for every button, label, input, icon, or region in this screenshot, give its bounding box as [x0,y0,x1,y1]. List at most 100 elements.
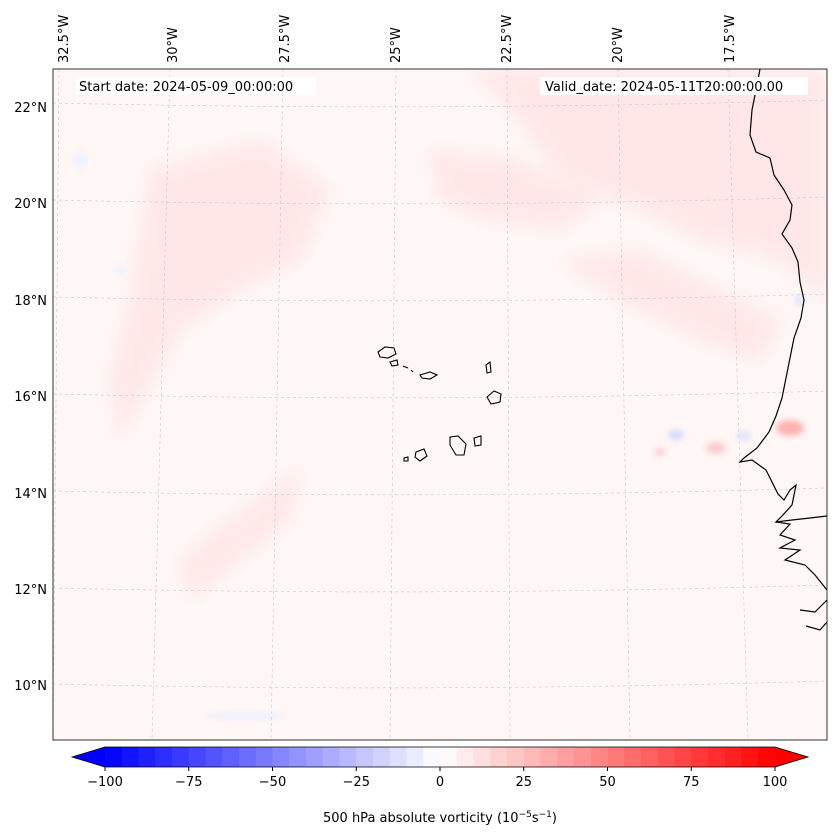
parallel-18n [53,293,827,302]
colorbar-cell [322,747,340,767]
parallel-20n [53,196,827,205]
colorbar-cell [121,747,139,767]
colorbar-cell [691,747,709,767]
colorbar-label-exponent-2: −1 [539,810,552,820]
vorticity-field [74,69,827,720]
colorbar-tick-label: 25 [515,775,532,790]
colorbar-ticks: −100 −75 −50 −25 0 25 50 75 100 [87,767,787,790]
colorbar-cell [624,747,642,767]
colorbar-tick-label: −25 [343,775,370,790]
colorbar-label-prefix: 500 hPa absolute vorticity (10 [323,811,519,826]
colorbar-cell [138,747,156,767]
parallel-16n [53,390,827,399]
parallel-22n [53,99,827,108]
valid-date-text: Valid_date: 2024-05-11T20:00:00.00 [545,80,783,95]
lon-label-20w: 20°W [611,27,626,63]
colorbar-extend-high [775,747,808,767]
colorbar-cell [758,747,776,767]
colorbar-label-unit: s [532,811,539,826]
colorbar-cell [239,747,257,767]
colorbar-cell [473,747,491,767]
colorbar-cell [172,747,190,767]
lon-label-32.5w: 32.5°W [57,15,72,63]
colorbar-cell [440,747,458,767]
lat-label-10n: 10°N [14,679,47,694]
island-fogo [414,448,428,462]
colorbar-cell [708,747,726,767]
island-santa-luzia [402,365,409,369]
colorbar-cell [507,747,525,767]
colorbar-tick-label: 100 [763,775,788,790]
island-branco [410,369,414,373]
colorbar-cell [306,747,324,767]
lon-label-25w: 25°W [389,27,404,63]
colorbar-cell [724,747,742,767]
lat-label-18n: 18°N [14,294,47,309]
colorbar-cell [741,747,759,767]
colorbar-cell [423,747,441,767]
parallel-12n [53,584,827,593]
colorbar-tick-label: 75 [683,775,700,790]
map-frame [52,68,828,741]
map-panel: Start date: 2024-05-09_00:00:00 Valid_da… [52,68,828,741]
meridian-17.5w [727,69,749,740]
island-boa-vista [486,390,502,405]
lon-label-17.5w: 17.5°W [723,15,738,63]
lat-label-22n: 22°N [14,101,47,116]
colorbar-cell [339,747,357,767]
lon-label-30w: 30°W [166,27,181,63]
colorbar-cell [523,747,541,767]
island-sao-nicolau [419,371,439,380]
longitude-labels: 32.5°W 30°W 27.5°W 25°W 22.5°W 20°W 17.5… [57,15,738,63]
start-date-box [76,77,316,95]
island-sao-vicente [389,359,399,367]
lat-label-14n: 14°N [14,487,47,502]
colorbar-cell [373,747,391,767]
colorbar-cells [105,747,776,767]
island-santo-antao [377,346,397,359]
colorbar-cell [255,747,273,767]
colorbar-cell [289,747,307,767]
colorbar-tick-label: −50 [259,775,286,790]
colorbar-cell [557,747,575,767]
coastline-senegambia [775,521,827,591]
meridian-20w [617,69,631,740]
island-maio [473,435,482,447]
colorbar-cell [674,747,692,767]
colorbar-cell [641,747,659,767]
meridian-22.5w [506,69,511,740]
island-sal [485,360,492,374]
colorbar-cell [105,747,123,767]
colorbar: −100 −75 −50 −25 0 25 50 75 100 500 hPa … [70,746,810,826]
colorbar-tick-label: 0 [436,775,444,790]
colorbar-tick-label: 50 [599,775,616,790]
lat-label-12n: 12°N [14,583,47,598]
colorbar-extend-low [72,747,105,767]
coastline-guinea-bissau-1 [799,599,827,613]
start-date-text: Start date: 2024-05-09_00:00:00 [79,80,293,95]
parallel-14n [53,487,827,496]
coastline-guinea-bissau-2 [805,621,827,631]
meridian-30w [151,69,171,740]
meridian-27.5w [270,69,284,740]
colorbar-cell [540,747,558,767]
colorbar-cell [490,747,508,767]
colorbar-cell [272,747,290,767]
coastline-west-africa [738,69,827,523]
gridlines [53,69,827,740]
colorbar-tick-label: −100 [87,775,123,790]
colorbar-label-exponent-1: −5 [519,810,532,820]
latitude-labels: 22°N 20°N 18°N 16°N 14°N 12°N 10°N [14,101,47,694]
colorbar-cell [456,747,474,767]
coastlines [738,69,827,631]
colorbar-cell [657,747,675,767]
valid-date-box [540,77,808,95]
lat-label-16n: 16°N [14,390,47,405]
colorbar-label-suffix: ) [552,811,557,826]
colorbar-cell [607,747,625,767]
colorbar-cell [356,747,374,767]
lat-label-20n: 20°N [14,197,47,212]
colorbar-cell [155,747,173,767]
colorbar-cell [222,747,240,767]
